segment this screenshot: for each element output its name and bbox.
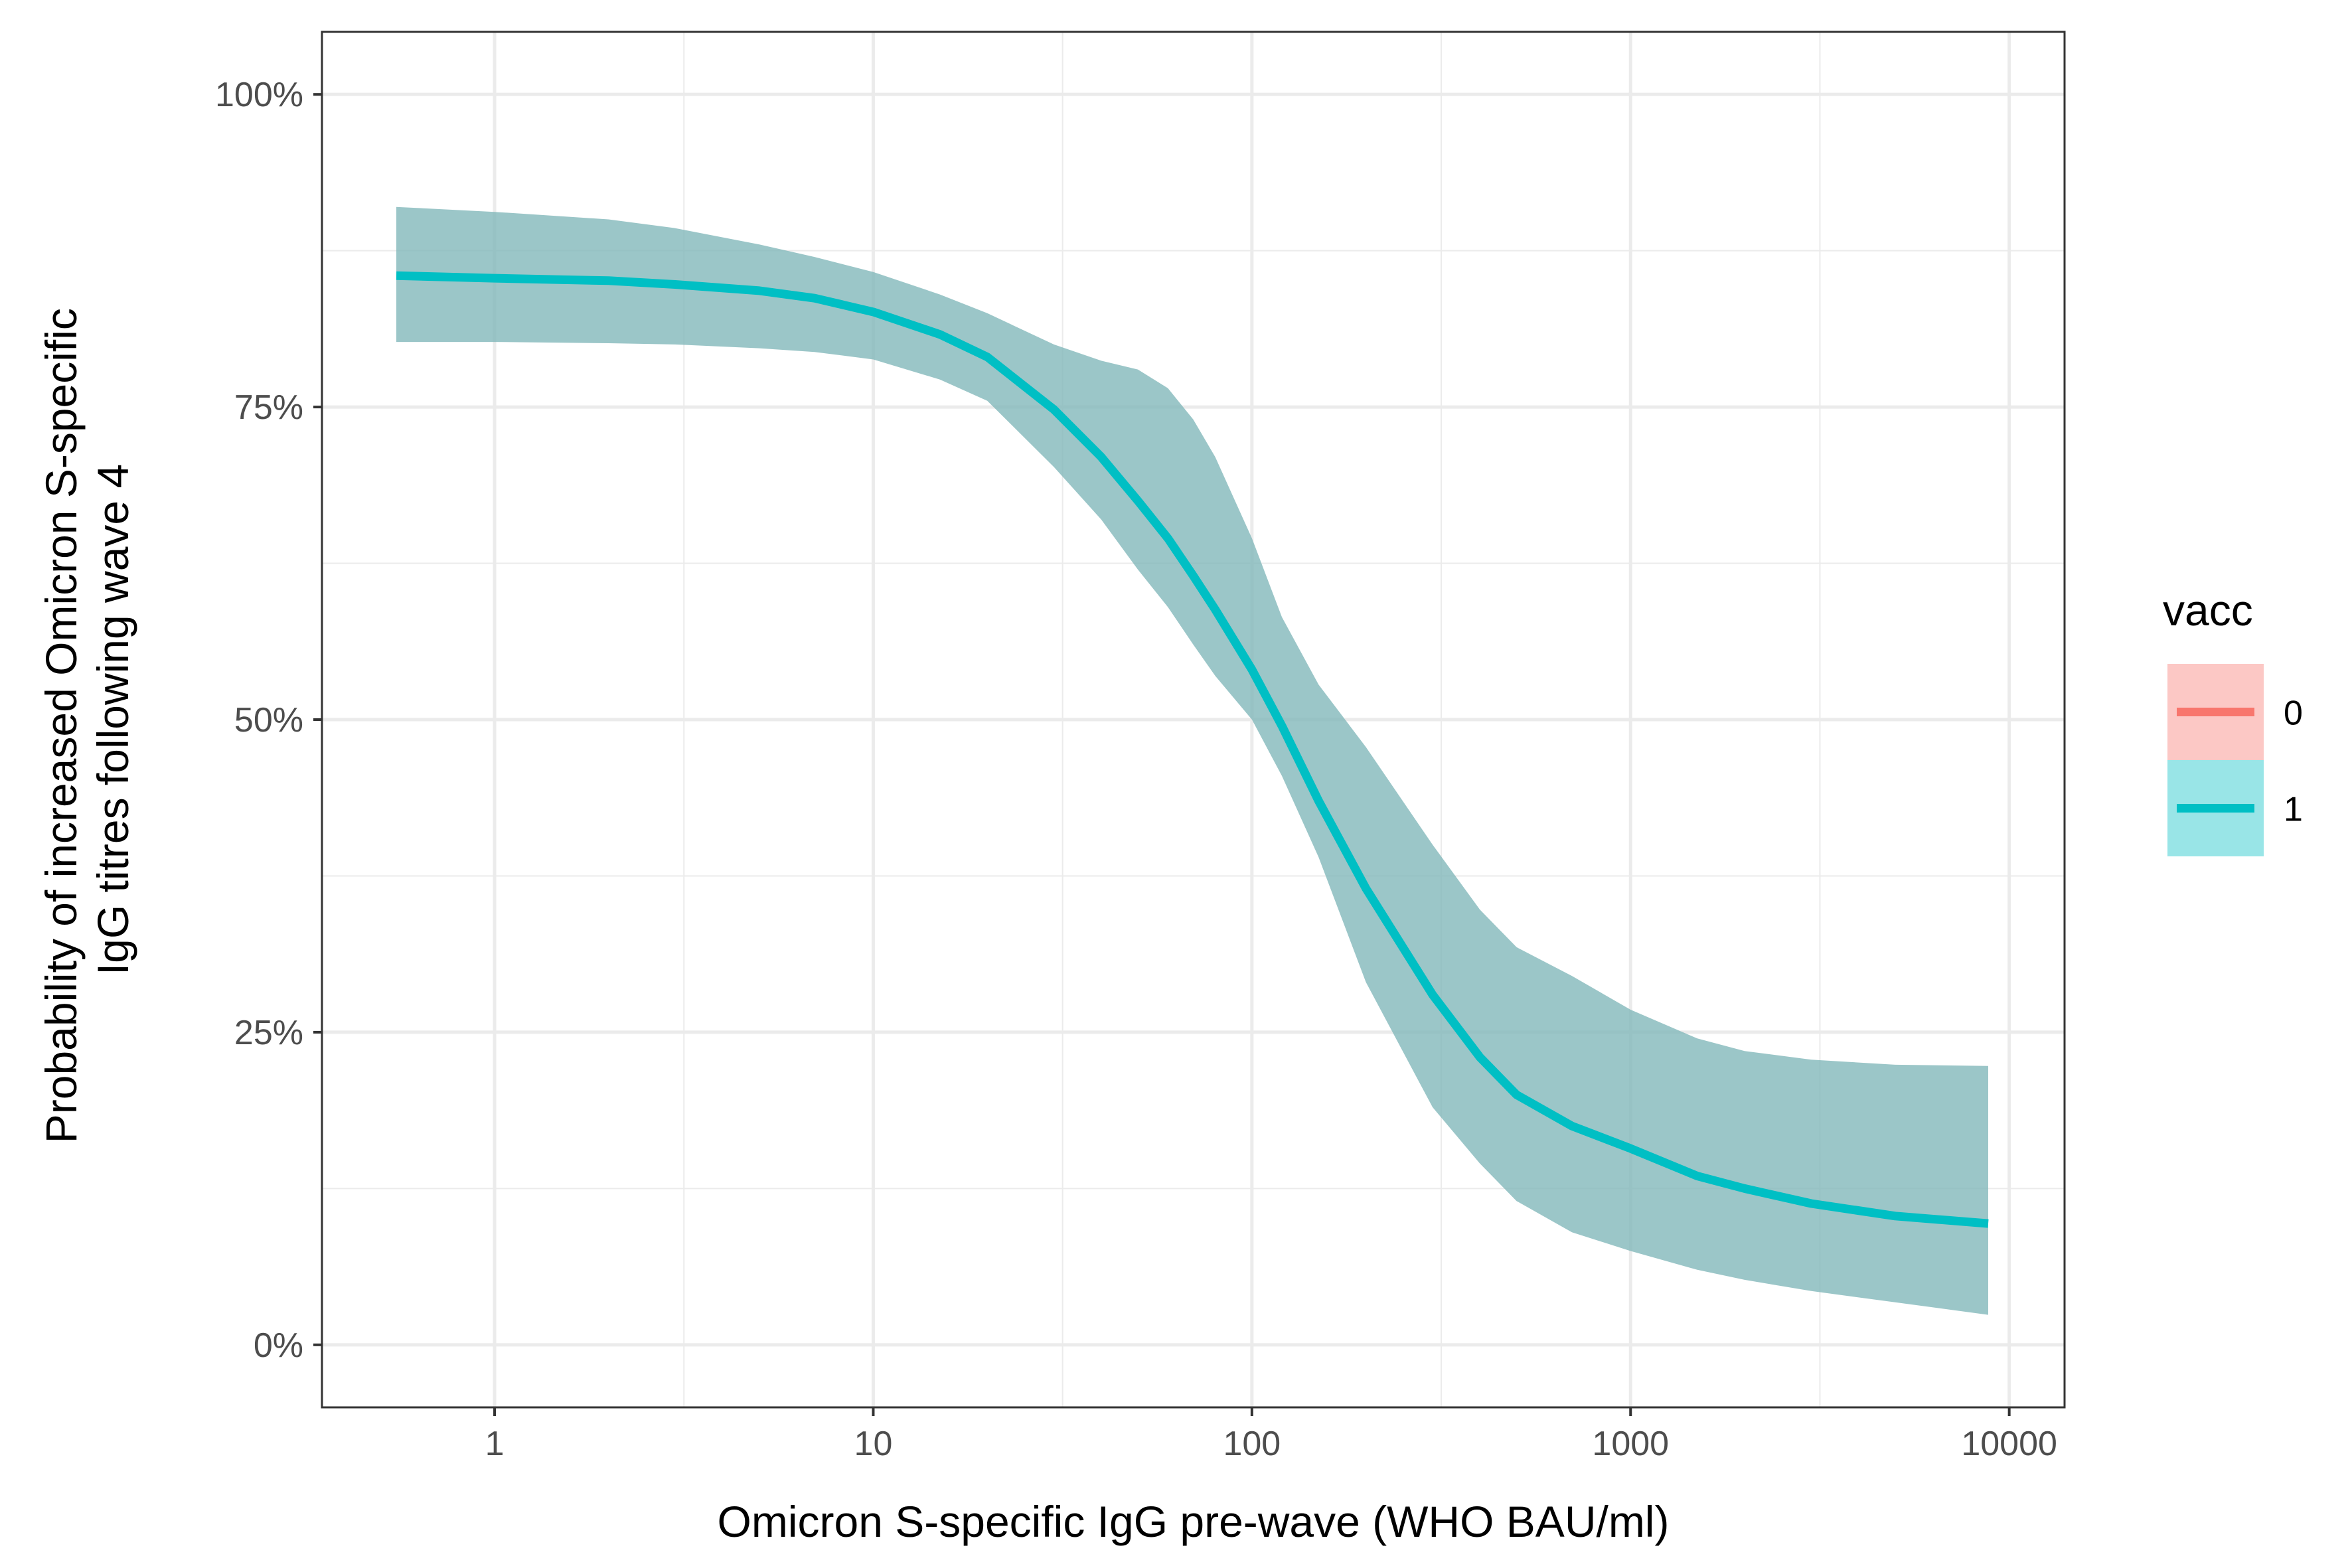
grid-major bbox=[322, 32, 2065, 1407]
x-tick-label: 10000 bbox=[1961, 1425, 2057, 1463]
y-tick-label: 75% bbox=[234, 388, 303, 427]
y-axis-title-line-2: IgG titres following wave 4 bbox=[88, 464, 137, 975]
legend-items: 01 bbox=[2167, 664, 2303, 856]
plot-panel bbox=[321, 31, 2066, 1409]
x-tick-label: 10 bbox=[854, 1425, 893, 1463]
x-tick-label: 100 bbox=[1223, 1425, 1281, 1463]
confidence-ribbons bbox=[396, 206, 1988, 1315]
legend-title: vacc bbox=[2163, 586, 2253, 635]
legend-label-0: 0 bbox=[2284, 694, 2303, 733]
confidence-ribbon-series-1 bbox=[396, 206, 1988, 1315]
series-lines bbox=[396, 271, 1989, 1228]
x-tick-label: 1000 bbox=[1592, 1425, 1669, 1463]
legend-label-1: 1 bbox=[2284, 791, 2303, 829]
x-axis-title: Omicron S-specific IgG pre-wave (WHO BAU… bbox=[718, 1497, 1670, 1546]
y-axis: 0% 25% 50% 75% 100% bbox=[215, 76, 322, 1365]
y-tick-label: 25% bbox=[234, 1014, 303, 1052]
y-tick-label: 100% bbox=[215, 76, 303, 114]
y-axis-title-line-1: Probability of increased Omicron S-speci… bbox=[37, 308, 86, 1143]
legend: vacc 01 bbox=[2163, 586, 2303, 856]
series-line-1 bbox=[396, 271, 1989, 1228]
x-tick-label: 1 bbox=[485, 1425, 505, 1463]
y-tick-label: 0% bbox=[254, 1326, 303, 1365]
y-tick-label: 50% bbox=[234, 701, 303, 740]
y-axis-title: Probability of increased Omicron S-speci… bbox=[37, 296, 137, 1144]
x-axis: 1 10 100 1000 10000 bbox=[485, 1407, 2057, 1463]
